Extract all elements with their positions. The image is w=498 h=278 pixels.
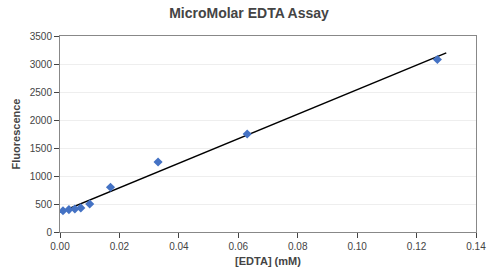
svg-text:0.14: 0.14 [466,241,486,252]
svg-text:0.08: 0.08 [288,241,308,252]
svg-text:2000: 2000 [30,115,53,126]
svg-text:1500: 1500 [30,143,53,154]
svg-text:3000: 3000 [30,59,53,70]
svg-text:0.06: 0.06 [229,241,249,252]
svg-text:500: 500 [35,199,52,210]
svg-text:0.04: 0.04 [169,241,189,252]
svg-text:2500: 2500 [30,87,53,98]
svg-text:0.12: 0.12 [407,241,427,252]
svg-text:MicroMolar EDTA Assay: MicroMolar EDTA Assay [169,5,329,21]
svg-text:1000: 1000 [30,171,53,182]
svg-text:0.10: 0.10 [347,241,367,252]
svg-text:0.00: 0.00 [50,241,70,252]
svg-text:[EDTA] (mM): [EDTA] (mM) [235,255,301,267]
svg-text:0.02: 0.02 [110,241,130,252]
svg-text:Fluorescence: Fluorescence [10,99,22,170]
svg-text:3500: 3500 [30,31,53,42]
svg-text:0: 0 [46,227,52,238]
